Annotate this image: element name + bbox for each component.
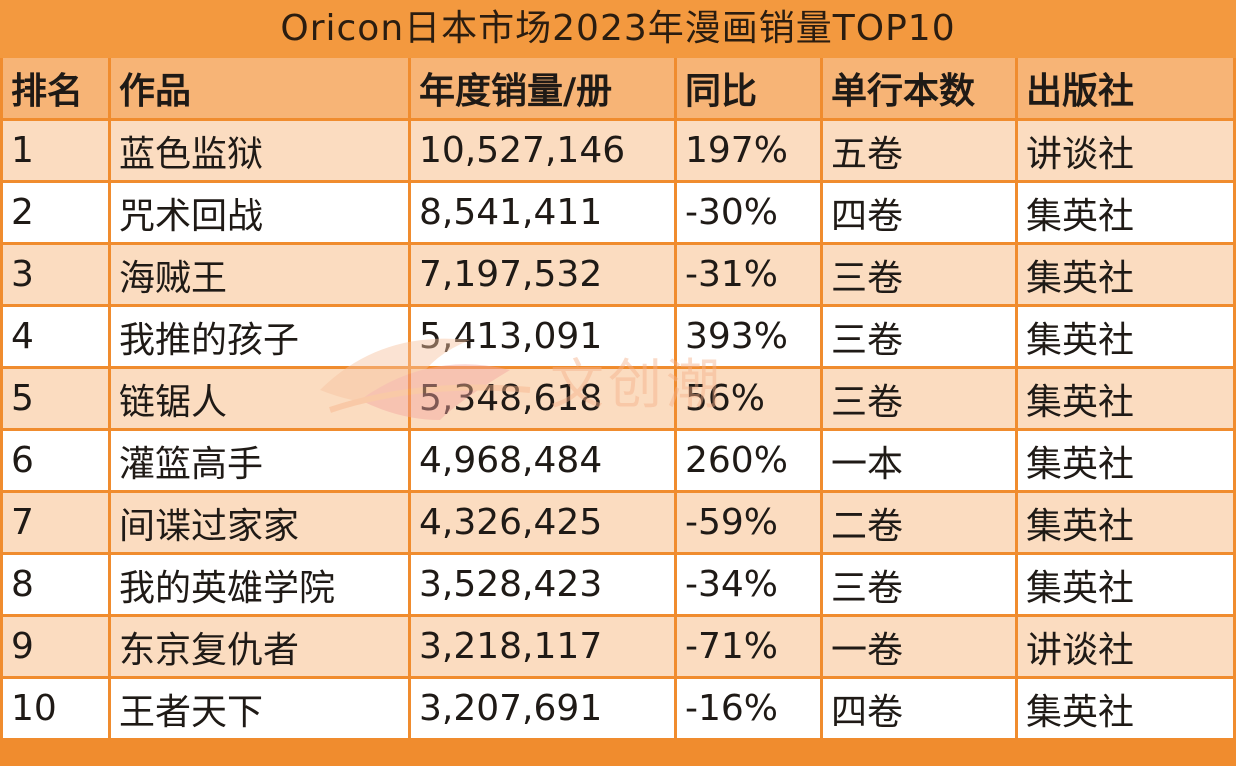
cell-title: 我的英雄学院 xyxy=(111,555,411,617)
cell-title: 我推的孩子 xyxy=(111,307,411,369)
cell-publisher: 集英社 xyxy=(1018,679,1233,741)
cell-rank: 2 xyxy=(3,183,111,245)
table-row: 5 链锯人 5,348,618 56% 三卷 集英社 xyxy=(3,369,1233,431)
cell-yoy: -34% xyxy=(677,555,823,617)
table-row: 4 我推的孩子 5,413,091 393% 三卷 集英社 xyxy=(3,307,1233,369)
table-title: Oricon日本市场2023年漫画销量TOP10 xyxy=(0,0,1236,58)
cell-yoy: 260% xyxy=(677,431,823,493)
cell-volumes: 一卷 xyxy=(823,617,1018,679)
cell-title: 链锯人 xyxy=(111,369,411,431)
table-row: 3 海贼王 7,197,532 -31% 三卷 集英社 xyxy=(3,245,1233,307)
sales-table: 排名 作品 年度销量/册 同比 单行本数 出版社 1 蓝色监狱 10,527,146… xyxy=(3,58,1233,741)
cell-yoy: -59% xyxy=(677,493,823,555)
cell-annual-sales: 3,207,691 xyxy=(411,679,677,741)
column-header-yoy: 同比 xyxy=(677,58,823,121)
cell-volumes: 三卷 xyxy=(823,369,1018,431)
cell-publisher: 集英社 xyxy=(1018,555,1233,617)
cell-volumes: 五卷 xyxy=(823,121,1018,183)
cell-rank: 10 xyxy=(3,679,111,741)
table-row: 2 咒术回战 8,541,411 -30% 四卷 集英社 xyxy=(3,183,1233,245)
column-header-title: 作品 xyxy=(111,58,411,121)
cell-title: 海贼王 xyxy=(111,245,411,307)
cell-publisher: 讲谈社 xyxy=(1018,121,1233,183)
cell-publisher: 集英社 xyxy=(1018,183,1233,245)
cell-rank: 3 xyxy=(3,245,111,307)
cell-annual-sales: 5,413,091 xyxy=(411,307,677,369)
cell-volumes: 三卷 xyxy=(823,555,1018,617)
cell-volumes: 四卷 xyxy=(823,679,1018,741)
cell-annual-sales: 4,326,425 xyxy=(411,493,677,555)
cell-rank: 6 xyxy=(3,431,111,493)
cell-title: 东京复仇者 xyxy=(111,617,411,679)
cell-publisher: 集英社 xyxy=(1018,307,1233,369)
cell-annual-sales: 8,541,411 xyxy=(411,183,677,245)
cell-yoy: 56% xyxy=(677,369,823,431)
table-row: 10 王者天下 3,207,691 -16% 四卷 集英社 xyxy=(3,679,1233,741)
cell-publisher: 集英社 xyxy=(1018,431,1233,493)
cell-title: 间谍过家家 xyxy=(111,493,411,555)
cell-volumes: 三卷 xyxy=(823,307,1018,369)
cell-rank: 4 xyxy=(3,307,111,369)
cell-title: 王者天下 xyxy=(111,679,411,741)
cell-volumes: 一本 xyxy=(823,431,1018,493)
cell-annual-sales: 5,348,618 xyxy=(411,369,677,431)
cell-yoy: -31% xyxy=(677,245,823,307)
cell-rank: 8 xyxy=(3,555,111,617)
cell-rank: 9 xyxy=(3,617,111,679)
cell-annual-sales: 4,968,484 xyxy=(411,431,677,493)
column-header-publisher: 出版社 xyxy=(1018,58,1233,121)
cell-volumes: 三卷 xyxy=(823,245,1018,307)
cell-publisher: 集英社 xyxy=(1018,369,1233,431)
column-header-annual-sales: 年度销量/册 xyxy=(411,58,677,121)
cell-annual-sales: 10,527,146 xyxy=(411,121,677,183)
table-body: 1 蓝色监狱 10,527,146 197% 五卷 讲谈社 2 咒术回战 8,541,411 -3… xyxy=(3,121,1233,741)
cell-title: 咒术回战 xyxy=(111,183,411,245)
cell-publisher: 集英社 xyxy=(1018,493,1233,555)
column-header-volumes: 单行本数 xyxy=(823,58,1018,121)
cell-rank: 1 xyxy=(3,121,111,183)
table-row: 9 东京复仇者 3,218,117 -71% 一卷 讲谈社 xyxy=(3,617,1233,679)
cell-rank: 7 xyxy=(3,493,111,555)
cell-volumes: 二卷 xyxy=(823,493,1018,555)
cell-yoy: 393% xyxy=(677,307,823,369)
cell-volumes: 四卷 xyxy=(823,183,1018,245)
table-row: 7 间谍过家家 4,326,425 -59% 二卷 集英社 xyxy=(3,493,1233,555)
cell-annual-sales: 3,528,423 xyxy=(411,555,677,617)
header-row: 排名 作品 年度销量/册 同比 单行本数 出版社 xyxy=(3,58,1233,121)
table-row: 8 我的英雄学院 3,528,423 -34% 三卷 集英社 xyxy=(3,555,1233,617)
cell-annual-sales: 3,218,117 xyxy=(411,617,677,679)
cell-title: 灌篮高手 xyxy=(111,431,411,493)
cell-title: 蓝色监狱 xyxy=(111,121,411,183)
cell-rank: 5 xyxy=(3,369,111,431)
column-header-rank: 排名 xyxy=(3,58,111,121)
cell-yoy: -71% xyxy=(677,617,823,679)
cell-publisher: 讲谈社 xyxy=(1018,617,1233,679)
cell-publisher: 集英社 xyxy=(1018,245,1233,307)
cell-yoy: -30% xyxy=(677,183,823,245)
cell-annual-sales: 7,197,532 xyxy=(411,245,677,307)
table-row: 1 蓝色监狱 10,527,146 197% 五卷 讲谈社 xyxy=(3,121,1233,183)
cell-yoy: -16% xyxy=(677,679,823,741)
table-row: 6 灌篮高手 4,968,484 260% 一本 集英社 xyxy=(3,431,1233,493)
cell-yoy: 197% xyxy=(677,121,823,183)
